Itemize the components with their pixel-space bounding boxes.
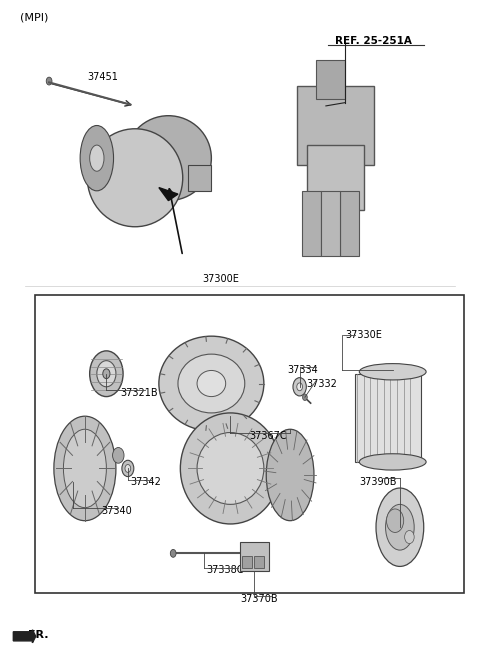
- Bar: [242, 556, 252, 567]
- Ellipse shape: [178, 354, 245, 413]
- Bar: [240, 542, 269, 571]
- Circle shape: [113, 447, 124, 463]
- Ellipse shape: [122, 461, 134, 477]
- Text: 37300E: 37300E: [202, 274, 239, 284]
- Text: REF. 25-251A: REF. 25-251A: [336, 35, 412, 45]
- Text: 37340: 37340: [102, 506, 132, 516]
- Ellipse shape: [360, 454, 426, 470]
- Text: 37342: 37342: [130, 476, 161, 487]
- Bar: [302, 191, 321, 256]
- Ellipse shape: [297, 383, 302, 391]
- Ellipse shape: [360, 363, 426, 380]
- Circle shape: [405, 531, 414, 544]
- Circle shape: [302, 394, 307, 401]
- Bar: [297, 87, 373, 165]
- Bar: [340, 191, 360, 256]
- Ellipse shape: [103, 369, 110, 379]
- Ellipse shape: [159, 336, 264, 431]
- Ellipse shape: [87, 129, 183, 227]
- Ellipse shape: [54, 416, 116, 521]
- Circle shape: [386, 509, 404, 533]
- Polygon shape: [13, 630, 36, 643]
- Ellipse shape: [97, 361, 116, 387]
- Text: 37338C: 37338C: [206, 565, 244, 575]
- Ellipse shape: [125, 464, 131, 472]
- Ellipse shape: [266, 429, 314, 521]
- Ellipse shape: [197, 371, 226, 397]
- Circle shape: [170, 550, 176, 558]
- Text: 37367C: 37367C: [250, 431, 287, 441]
- Ellipse shape: [63, 429, 107, 508]
- Ellipse shape: [197, 432, 264, 504]
- Bar: [307, 145, 364, 211]
- Text: 37370B: 37370B: [240, 594, 277, 604]
- Bar: [316, 60, 345, 99]
- Ellipse shape: [180, 413, 281, 524]
- Ellipse shape: [80, 125, 114, 191]
- Text: 37334: 37334: [288, 365, 318, 375]
- Ellipse shape: [125, 115, 211, 201]
- Ellipse shape: [293, 378, 306, 396]
- Ellipse shape: [385, 504, 414, 550]
- Text: 37330E: 37330E: [345, 329, 382, 340]
- Bar: [35, 295, 464, 592]
- Ellipse shape: [376, 488, 424, 566]
- Text: 37390B: 37390B: [360, 476, 397, 487]
- Text: (MPI): (MPI): [21, 12, 49, 23]
- Bar: [188, 165, 211, 191]
- Bar: [321, 191, 340, 256]
- Circle shape: [46, 77, 52, 85]
- Text: 37321B: 37321B: [120, 388, 158, 398]
- Text: 37451: 37451: [87, 72, 118, 81]
- Bar: [254, 556, 264, 567]
- Bar: [355, 374, 421, 462]
- Text: FR.: FR.: [28, 630, 48, 640]
- Ellipse shape: [90, 145, 104, 171]
- Ellipse shape: [90, 351, 123, 397]
- Text: 37332: 37332: [307, 379, 338, 388]
- Polygon shape: [159, 188, 178, 201]
